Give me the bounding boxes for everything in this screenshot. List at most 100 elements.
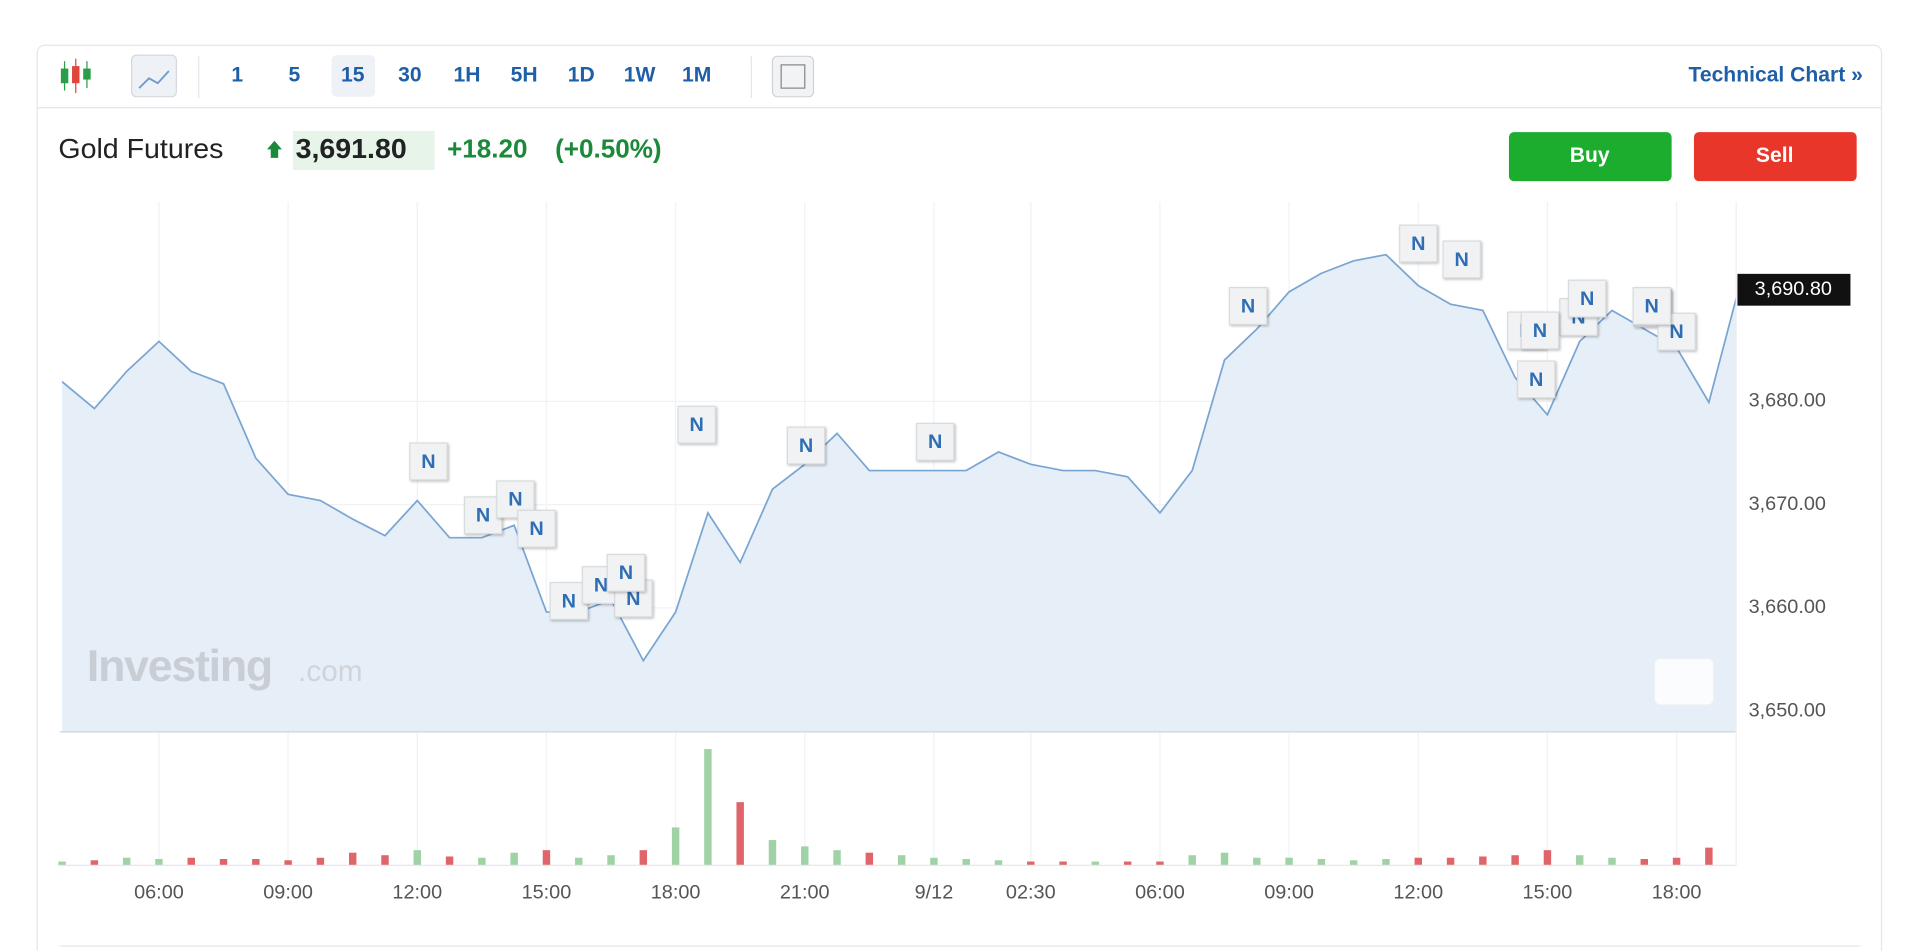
volume-bar xyxy=(575,857,583,866)
news-marker-label: N xyxy=(1529,369,1543,391)
news-marker-label: N xyxy=(1669,321,1683,343)
volume-bar xyxy=(1382,859,1390,866)
buy-button[interactable] xyxy=(1508,132,1672,182)
volume-bar xyxy=(542,850,551,866)
icon-part xyxy=(83,68,91,80)
volume-bar xyxy=(381,855,389,866)
volume-bar xyxy=(1349,860,1358,866)
volume-bar xyxy=(1575,855,1584,866)
news-marker[interactable] xyxy=(786,426,826,465)
volume-bar xyxy=(833,850,841,866)
x-tick-label: 02:30 xyxy=(1006,882,1056,904)
news-marker-label: N xyxy=(594,575,608,597)
icon-part xyxy=(138,70,170,89)
sell-label: Sell xyxy=(1756,144,1794,167)
candle-icon[interactable] xyxy=(60,58,91,94)
news-marker[interactable] xyxy=(409,442,448,481)
volume-bar xyxy=(1640,859,1649,866)
interval-button[interactable]: 1W xyxy=(624,64,656,87)
volume-bar xyxy=(284,860,292,866)
news-marker-label: N xyxy=(1411,233,1425,255)
volume-bar xyxy=(1446,857,1455,866)
buy-label: Buy xyxy=(1570,144,1610,167)
news-marker-label: N xyxy=(690,414,704,436)
news-marker-label: N xyxy=(626,588,640,610)
interval-button[interactable]: 1H xyxy=(453,64,480,87)
price-tag-label: 3,690.80 xyxy=(1755,278,1832,300)
news-marker[interactable] xyxy=(915,422,955,461)
volume-bar xyxy=(1317,859,1326,866)
x-tick-label: 18:00 xyxy=(651,882,701,904)
news-marker-label: N xyxy=(529,518,543,540)
volume-bar xyxy=(768,840,777,866)
y-tick-label: 3,650.00 xyxy=(1749,700,1826,722)
x-tick-label: 9/12 xyxy=(915,882,954,904)
layout-icon[interactable] xyxy=(771,55,815,98)
volume-bar xyxy=(1543,850,1552,866)
news-marker-label: N xyxy=(421,451,435,473)
news-marker-label: N xyxy=(1580,288,1594,310)
news-marker[interactable] xyxy=(1442,240,1481,279)
news-marker[interactable] xyxy=(1399,224,1438,263)
volume-bar xyxy=(801,846,809,866)
volume-bar xyxy=(316,857,325,866)
volume-bar xyxy=(58,861,66,866)
line-icon[interactable] xyxy=(131,54,177,98)
y-tick-label: 3,680.00 xyxy=(1749,390,1826,412)
interval-button[interactable]: 30 xyxy=(398,64,421,87)
news-marker-label: N xyxy=(1645,295,1659,317)
news-marker[interactable] xyxy=(606,553,646,592)
x-tick-label: 18:00 xyxy=(1652,882,1702,904)
volume-bar xyxy=(607,855,615,866)
change: +18.20 xyxy=(447,135,527,163)
volume-bar xyxy=(671,827,680,866)
x-tick-label: 06:00 xyxy=(134,882,184,904)
news-marker[interactable] xyxy=(1516,360,1556,399)
change-pct: (+0.50%) xyxy=(555,135,661,163)
volume-bar xyxy=(413,850,422,866)
x-tick-label: 12:00 xyxy=(1393,882,1443,904)
volume-bar xyxy=(155,859,163,866)
news-marker-label: N xyxy=(508,489,522,511)
volume-bar xyxy=(1220,852,1229,866)
news-marker[interactable] xyxy=(1228,287,1268,325)
news-marker-label: N xyxy=(1455,249,1469,271)
volume-bar xyxy=(122,857,131,866)
news-marker-label: N xyxy=(1533,320,1547,342)
x-tick-label: 09:00 xyxy=(1264,882,1314,904)
news-marker[interactable] xyxy=(677,405,716,444)
volume-bar xyxy=(348,852,357,866)
interval-button[interactable]: 15 xyxy=(341,64,365,87)
news-marker[interactable] xyxy=(1520,311,1560,350)
price-box xyxy=(293,130,435,171)
sell-button[interactable] xyxy=(1693,132,1857,182)
interval-button[interactable]: 5 xyxy=(288,64,300,87)
interval-button[interactable]: 1 xyxy=(231,64,243,87)
news-marker[interactable] xyxy=(1567,279,1607,318)
volume-bar xyxy=(897,855,906,866)
x-tick-label: 21:00 xyxy=(780,882,830,904)
news-marker[interactable] xyxy=(1632,287,1671,325)
price-tag xyxy=(1737,273,1851,306)
volume-bar xyxy=(445,856,454,866)
icon-part xyxy=(72,66,80,84)
technical-chart-link[interactable]: Technical Chart » xyxy=(1689,64,1863,87)
x-tick-label: 15:00 xyxy=(1523,882,1573,904)
news-marker-label: N xyxy=(476,505,490,527)
news-marker[interactable] xyxy=(517,509,556,548)
interval-button[interactable]: 1D xyxy=(568,64,595,87)
plot: 3,650.00 3,660.00 3,670.00 3,680.00 06:00 09:… xyxy=(58,201,1851,904)
volume-bar xyxy=(187,857,195,866)
news-marker-label: N xyxy=(619,562,633,584)
news-marker-label: N xyxy=(562,590,576,612)
interval-button[interactable]: 1M xyxy=(682,64,711,87)
volume-bar xyxy=(639,850,648,866)
volume-bar xyxy=(1123,861,1132,866)
interval-button[interactable]: 5H xyxy=(511,64,538,87)
volume-bar xyxy=(930,857,938,866)
widget-box xyxy=(1653,657,1715,706)
volume-bar xyxy=(478,857,486,866)
volume-bar xyxy=(1059,861,1067,866)
volume-bar xyxy=(1511,855,1519,866)
